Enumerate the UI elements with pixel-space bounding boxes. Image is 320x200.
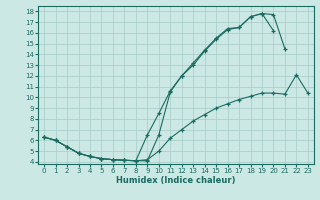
X-axis label: Humidex (Indice chaleur): Humidex (Indice chaleur) bbox=[116, 176, 236, 185]
